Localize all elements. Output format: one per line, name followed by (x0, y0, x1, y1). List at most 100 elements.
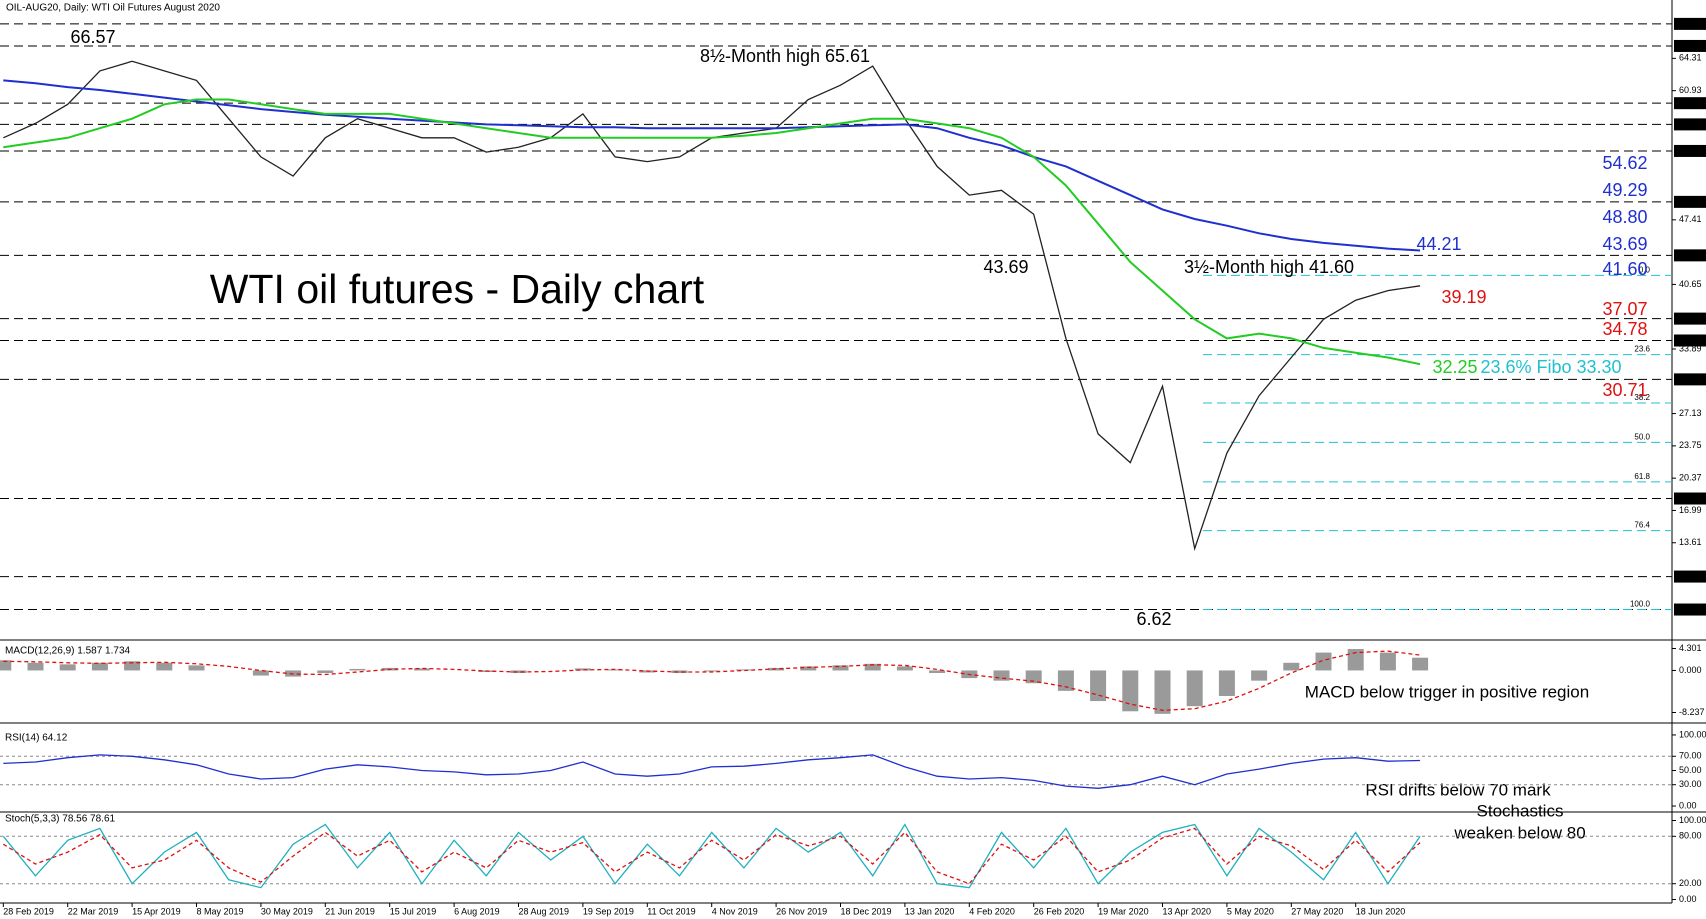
y-tick-label: 100.00 (1679, 815, 1706, 825)
macd-bar (1251, 670, 1268, 681)
macd-bar (864, 663, 881, 671)
macd-bar (1379, 652, 1396, 671)
fibo-label: 0.0 (1639, 265, 1651, 274)
annotation: 34.78 (1602, 319, 1647, 339)
macd-bar (1057, 670, 1074, 691)
series-line (3, 98, 1421, 366)
annotation: 44.21 (1416, 234, 1461, 254)
y-tick-label: 16.99 (1679, 505, 1702, 515)
level-label: 6.62 (1677, 604, 1695, 614)
annotation: 41.60 (1602, 259, 1647, 279)
fibo-label: 100.0 (1630, 600, 1651, 609)
macd-bar (574, 668, 591, 671)
macd-bar (800, 666, 817, 671)
x-tick-label: 26 Nov 2019 (776, 906, 827, 916)
macd-bar (156, 662, 173, 671)
level-box (1674, 570, 1706, 583)
stoch-note: weaken below 80 (1453, 823, 1585, 842)
fibo-label: 38.2 (1634, 393, 1650, 402)
y-tick-label: 13.61 (1679, 537, 1702, 547)
x-tick-label: 27 May 2020 (1291, 906, 1343, 916)
x-tick-label: 11 Oct 2019 (647, 906, 695, 916)
level-label: 54.62 (1677, 145, 1700, 155)
annotation: 30.71 (1602, 380, 1647, 400)
series-line (3, 754, 1421, 789)
macd-bar (703, 670, 720, 672)
macd-bar (349, 668, 366, 671)
annotation: 8½-Month high 65.61 (700, 46, 870, 66)
annotation: 39.19 (1441, 287, 1486, 307)
x-tick-label: 4 Nov 2019 (712, 906, 758, 916)
macd-bar (896, 666, 913, 671)
y-tick-label: 4.301 (1679, 643, 1702, 653)
level-box (1674, 334, 1706, 347)
x-tick-label: 26 Feb 2020 (1034, 906, 1085, 916)
macd-bar (27, 662, 44, 671)
macd-bar (735, 669, 752, 671)
macd-bar (1347, 649, 1364, 671)
macd-bar (510, 670, 527, 674)
series-line (2, 827, 1421, 885)
stoch-header: Stoch(5,3,3) 78.56 78.61 (5, 814, 116, 825)
x-tick-label: 28 Aug 2019 (519, 906, 570, 916)
macd-bar (0, 660, 12, 671)
annotation: 48.80 (1602, 207, 1647, 227)
x-tick-label: 28 Feb 2019 (3, 906, 54, 916)
macd-bar (929, 670, 946, 674)
y-tick-label: 60.93 (1679, 85, 1702, 95)
x-tick-label: 19 Mar 2020 (1098, 906, 1149, 916)
x-tick-label: 15 Apr 2019 (132, 906, 181, 916)
x-tick-label: 13 Jan 2020 (905, 906, 955, 916)
y-tick-label: 0.00 (1679, 800, 1697, 810)
level-label: 18.24 (1677, 493, 1700, 503)
series-line (3, 650, 1421, 711)
fibo-label: 61.8 (1634, 472, 1650, 481)
macd-bar (188, 665, 205, 671)
level-box (1674, 603, 1706, 616)
x-tick-label: 15 Jul 2019 (390, 906, 437, 916)
annotation: 49.29 (1602, 180, 1647, 200)
annotation: 3½-Month high 41.60 (1184, 257, 1354, 277)
macd-bar (1122, 670, 1139, 712)
x-tick-label: 13 Apr 2020 (1163, 906, 1212, 916)
level-label: 37.07 (1677, 313, 1700, 323)
macd-bar (1186, 670, 1203, 707)
y-tick-label: 27.13 (1679, 408, 1702, 418)
macd-bar (413, 668, 430, 671)
macd-bar (1283, 662, 1300, 671)
x-tick-label: 19 Sep 2019 (583, 906, 634, 916)
x-tick-label: 18 Dec 2019 (841, 906, 892, 916)
level-box (1674, 195, 1706, 208)
macd-header: MACD(12,26,9) 1.587 1.734 (5, 646, 131, 657)
x-tick-label: 30 May 2019 (261, 906, 313, 916)
level-label: 49.29 (1677, 196, 1700, 206)
level-label: 67.92 (1677, 18, 1700, 28)
y-tick-label: 0.000 (1679, 665, 1702, 675)
level-box (1674, 118, 1706, 131)
y-tick-label: 23.75 (1679, 440, 1702, 450)
macd-bar (1154, 670, 1171, 714)
macd-bar (1090, 670, 1107, 702)
x-tick-label: 8 May 2019 (197, 906, 244, 916)
y-tick-label: 50.00 (1679, 765, 1702, 775)
annotation: 37.07 (1602, 299, 1647, 319)
macd-bar (1315, 652, 1332, 671)
macd-bar (671, 670, 688, 674)
level-box (1674, 39, 1706, 52)
x-tick-label: 5 May 2020 (1227, 906, 1274, 916)
macd-note: MACD below trigger in positive region (1305, 682, 1589, 701)
macd-bar (1412, 657, 1429, 671)
y-tick-label: -8.237 (1679, 707, 1705, 717)
level-label: 57.40 (1677, 119, 1700, 129)
level-label: 34.78 (1677, 335, 1700, 345)
fibo-label: 23.6 (1634, 345, 1650, 354)
annotation: 23.6% Fibo 33.30 (1480, 357, 1621, 377)
annotation: 32.25 (1432, 357, 1477, 377)
chart-header: OIL-AUG20, Daily: WTI Oil Futures August… (6, 3, 220, 14)
y-tick-label: 80.00 (1679, 831, 1702, 841)
level-box (1674, 373, 1706, 386)
annotation: 66.57 (70, 27, 115, 47)
macd-bar (993, 670, 1010, 681)
